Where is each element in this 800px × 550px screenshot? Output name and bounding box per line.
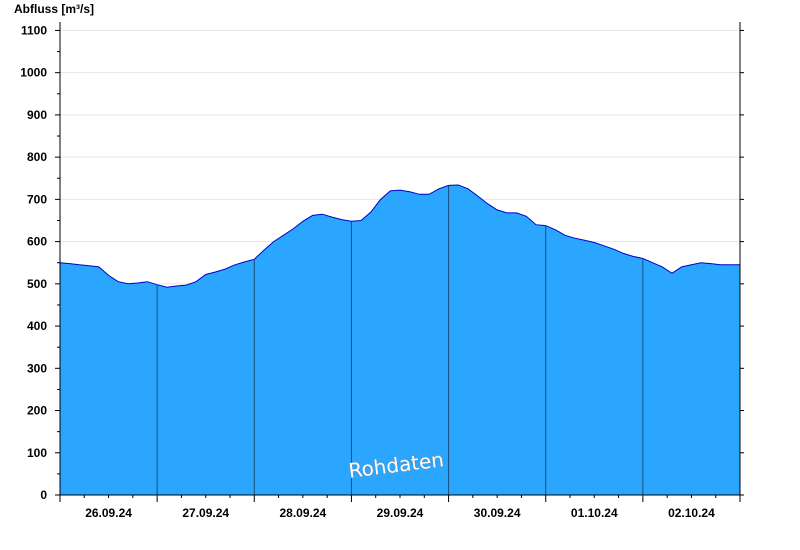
y-axis-label: Abfluss [m³/s] — [14, 2, 94, 16]
y-tick-label: 700 — [27, 192, 47, 206]
x-ticks: 26.09.24 27.09.24 28.09.24 29.09.24 30.09.24… — [59, 495, 741, 520]
y-tick-label: 800 — [27, 150, 47, 164]
day-separators — [156, 185, 644, 495]
discharge-line — [59, 184, 740, 288]
x-tick-label: 26.09.24 — [85, 506, 132, 520]
x-tick-label: 28.09.24 — [279, 506, 326, 520]
x-tick-label: 29.09.24 — [377, 506, 424, 520]
y-tick-label: 300 — [27, 361, 47, 375]
y-tick-label: 400 — [27, 319, 47, 333]
x-tick-label: 02.10.24 — [668, 506, 715, 520]
x-tick-label: 01.10.24 — [571, 506, 618, 520]
y-ticks: 0 100 200 300 400 500 600 700 800 900 1000 1100 — [20, 23, 744, 502]
y-tick-label: 0 — [40, 488, 47, 502]
y-tick-label: 1000 — [20, 66, 47, 80]
y-tick-label: 500 — [27, 277, 47, 291]
discharge-area — [60, 185, 740, 495]
x-tick-label: 27.09.24 — [182, 506, 229, 520]
y-tick-label: 600 — [27, 235, 47, 249]
y-tick-label: 100 — [27, 446, 47, 460]
y-tick-label: 900 — [27, 108, 47, 122]
y-tick-label: 200 — [27, 404, 47, 418]
x-tick-label: 30.09.24 — [474, 506, 521, 520]
y-tick-label: 1100 — [21, 23, 47, 37]
